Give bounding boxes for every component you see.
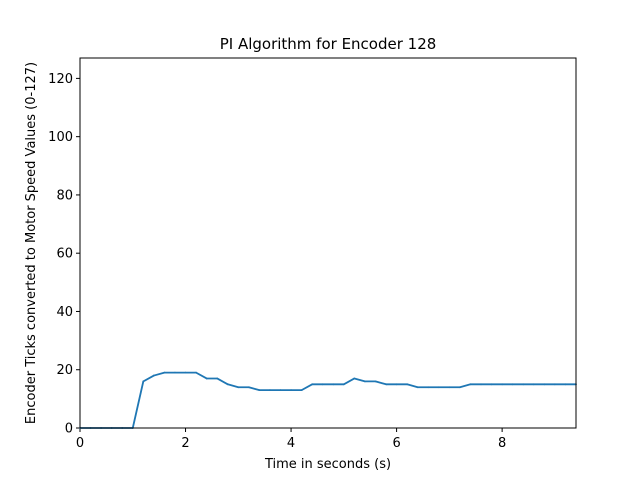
data-point — [216, 377, 219, 380]
data-point — [459, 386, 461, 389]
x-tick-label: 6 — [392, 436, 400, 451]
data-point — [385, 383, 387, 386]
data-point — [163, 371, 166, 374]
data-point — [342, 383, 345, 386]
series-points — [79, 371, 577, 429]
data-point — [490, 383, 493, 386]
data-point — [332, 383, 335, 386]
x-tick-label: 8 — [498, 436, 506, 451]
data-point — [226, 383, 229, 386]
data-point — [437, 386, 440, 389]
data-point — [237, 386, 240, 389]
data-point — [300, 389, 303, 392]
data-point — [184, 371, 187, 374]
y-tick-label: 100 — [48, 130, 73, 145]
data-point — [195, 371, 197, 374]
y-tick-label: 0 — [65, 422, 73, 437]
y-tick-label: 40 — [56, 305, 73, 320]
data-point — [205, 377, 208, 380]
data-point — [142, 380, 145, 383]
data-point — [374, 380, 377, 383]
data-point — [501, 383, 504, 386]
data-point — [258, 389, 261, 392]
data-point — [311, 383, 314, 386]
data-point — [395, 383, 398, 386]
data-point — [364, 380, 366, 383]
y-tick-label: 120 — [48, 72, 73, 87]
series-line — [80, 371, 576, 429]
data-point — [469, 383, 472, 386]
data-point — [553, 383, 556, 386]
data-point — [174, 371, 176, 374]
data-point — [448, 386, 451, 389]
data-point — [152, 374, 155, 377]
y-tick-label: 60 — [56, 247, 73, 262]
data-point — [290, 389, 292, 392]
y-tick-label: 80 — [56, 188, 73, 203]
data-point — [511, 383, 514, 386]
data-point — [532, 383, 535, 386]
data-point — [416, 386, 419, 389]
data-point — [321, 383, 324, 386]
x-tick-label: 0 — [76, 436, 84, 451]
data-point — [522, 383, 525, 386]
plot-background — [80, 58, 576, 428]
data-point — [279, 389, 282, 392]
data-point — [427, 386, 430, 389]
data-point — [353, 377, 356, 380]
data-point — [406, 383, 409, 386]
x-tick-label: 4 — [287, 436, 295, 451]
x-axis-label: Time in seconds (s) — [264, 457, 391, 472]
data-point — [247, 386, 250, 389]
y-tick-label: 20 — [56, 363, 73, 378]
chart-title: PI Algorithm for Encoder 128 — [220, 35, 437, 53]
plot-frame — [79, 57, 577, 429]
x-tick-label: 2 — [181, 436, 189, 451]
data-point — [480, 383, 482, 386]
y-axis-label: Encoder Ticks converted to Motor Speed V… — [24, 62, 39, 424]
data-point — [543, 383, 546, 386]
data-point — [564, 383, 567, 386]
data-point — [269, 389, 271, 392]
